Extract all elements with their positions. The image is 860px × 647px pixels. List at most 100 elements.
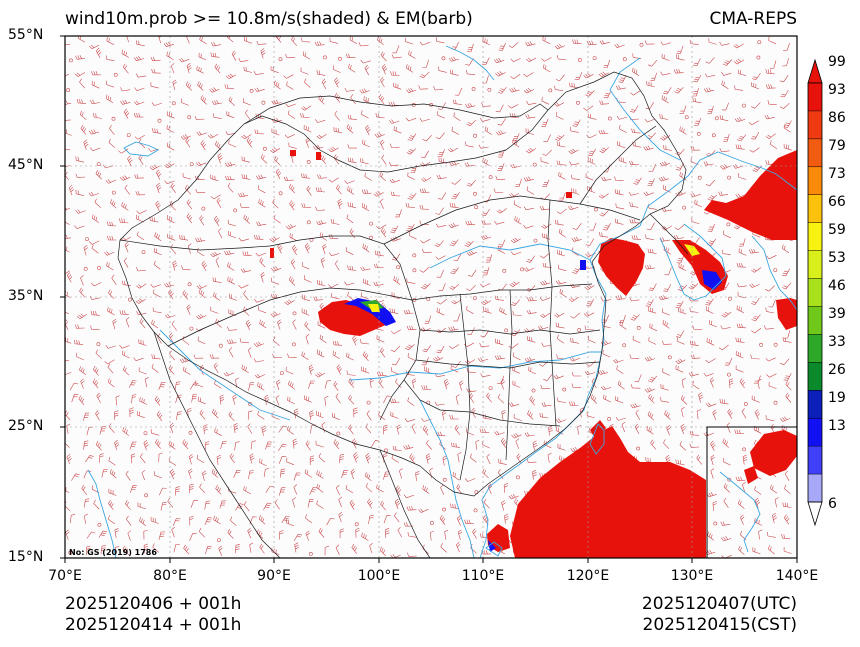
wind-barb [754,409,761,420]
wind-barb [662,308,671,316]
lake-baikal [445,45,495,81]
wind-barb [602,223,611,231]
wind-barb [542,149,552,156]
wind-barb [305,530,311,541]
wind-barb [376,224,387,230]
wind-barb [406,325,417,331]
wind-barb [227,219,237,227]
wind-barb [218,545,223,556]
wind-barb [95,349,103,359]
calm-wind-circle [594,207,598,212]
shade-japan-sea-east [704,150,797,240]
wind-barb [224,84,234,89]
wind-barb [122,426,130,436]
wind-barb [254,129,264,135]
wind-barb [209,87,220,93]
wind-barb [130,453,136,464]
india-river [159,329,291,421]
yellow-river [429,243,591,269]
wind-barb [447,147,459,153]
wind-barb [676,45,684,54]
wind-barb [96,47,102,59]
wind-barb [346,124,354,134]
wind-barb [154,232,162,242]
wind-barb [508,193,520,198]
wind-barb [79,78,86,89]
wind-barb [285,366,294,375]
wind-barb [508,343,519,349]
wind-barb [284,134,296,138]
wind-barb [133,100,145,105]
wind-barb [449,202,459,209]
wind-barb [584,284,595,290]
wind-barb [196,65,204,74]
colorbar-label-53: 53 [828,250,846,266]
wind-barb [513,352,521,361]
wind-barb [764,235,774,241]
wind-barb [635,409,640,420]
wind-barb [603,90,612,99]
wind-barb [648,336,657,345]
calm-wind-circle [412,268,417,273]
wind-barb [182,290,189,300]
wind-barb [315,410,324,419]
wind-barb [643,145,654,151]
wind-barb [616,365,624,374]
wind-barb [293,472,301,481]
calm-wind-circle [187,115,192,120]
west-lake-1 [123,141,159,157]
wind-barb [143,543,149,554]
wind-barb [394,512,400,523]
wind-barb [527,296,537,302]
wind-barb [767,100,777,106]
calm-wind-circle [323,55,327,60]
wind-barb [478,144,489,149]
wind-barb [723,483,731,493]
wind-barb [281,515,290,523]
calm-wind-circle [442,507,447,512]
wind-barb [646,425,654,435]
wind-barb [721,71,732,76]
wind-barb [279,530,284,540]
calm-wind-circle [636,325,641,330]
wind-barb [494,430,505,436]
wind-barb [634,423,640,434]
calm-wind-circle [442,477,447,482]
wind-barb [616,115,628,120]
wind-barb [172,260,178,271]
wind-barb [658,176,669,182]
wind-barb [784,484,791,495]
wind-barb [688,371,699,377]
wind-barb [681,406,685,418]
wind-barb [329,37,339,44]
wind-barb [662,368,671,376]
wind-barb [65,119,71,121]
shade-inset-patch-1 [750,430,797,476]
calm-wind-circle [233,208,238,213]
wind-barb [664,410,671,420]
wind-barb [292,497,296,508]
wind-barb [721,311,732,318]
wind-barb [166,111,175,119]
wind-barb [495,104,504,113]
wind-barb [464,478,476,482]
wind-barb [389,119,400,124]
wind-barb [75,209,86,214]
wind-barb [108,499,114,510]
wind-barb [348,378,355,388]
wind-barb [364,64,370,76]
wind-barb [586,360,596,367]
wind-barb [65,43,71,46]
wind-barb [571,174,581,180]
wind-barb [243,98,251,106]
wind-barb [467,269,477,277]
wind-barb [647,375,658,383]
wind-barb [181,265,191,271]
wind-barb [65,100,72,105]
wind-barb [205,546,212,555]
inset-box [706,426,797,558]
inner-mongolia-line [383,195,641,245]
wind-barb [688,283,699,290]
wind-barb [599,100,610,105]
wind-barb [361,203,370,212]
